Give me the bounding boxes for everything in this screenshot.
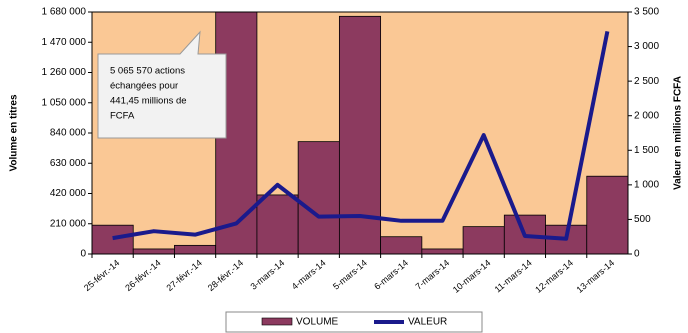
line — [112, 30, 610, 241]
bar — [92, 224, 134, 254]
bar — [380, 236, 423, 254]
y-tick-label: 1 680 000 — [42, 7, 87, 18]
y-axis-label: Volume en titres — [9, 94, 20, 171]
bar — [132, 248, 175, 254]
y-tick-label: 210 000 — [50, 218, 87, 229]
plot-frame — [91, 11, 629, 255]
annotation: 441,45 millions de — [110, 96, 187, 107]
x-tick-label: 12-mars-14 — [533, 258, 575, 295]
y2-tick-label: 2 000 — [634, 110, 659, 121]
bar — [586, 175, 628, 254]
x-tick-label: 27-févr.-14 — [164, 258, 203, 293]
bar — [297, 141, 340, 254]
y2-tick-label: 2 500 — [634, 76, 659, 87]
y2-axis-label: Valeur en millions FCFA — [673, 76, 684, 190]
y-tick-label: 420 000 — [50, 188, 87, 199]
x-tick-label: 6-mars-14 — [372, 258, 410, 292]
x-tick-label: 10-mars-14 — [451, 258, 493, 295]
x-tick-label: 4-mars-14 — [290, 258, 328, 292]
x-tick-label: 11-mars-14 — [493, 258, 534, 295]
y-tick-label: 630 000 — [50, 158, 87, 169]
callout — [97, 30, 227, 139]
bar — [174, 244, 217, 254]
annotation: échangées pour — [110, 81, 178, 92]
x-tick-label: 28-févr.-14 — [206, 258, 245, 293]
annotation: 5 065 570 actions — [110, 66, 185, 77]
legend-label: VALEUR — [408, 317, 447, 328]
bar — [462, 226, 505, 254]
x-tick-label: 5-mars-14 — [331, 258, 369, 292]
y2-tick-label: 1 000 — [634, 179, 659, 190]
x-tick-label: 25-févr.-14 — [82, 258, 121, 293]
y-tick-label: 1 050 000 — [42, 97, 87, 108]
legend-box — [225, 311, 483, 333]
y-tick-label: 1 260 000 — [42, 67, 87, 78]
y-tick-label: 840 000 — [50, 128, 87, 139]
y-tick-label: 1 470 000 — [42, 37, 87, 48]
bar — [256, 194, 299, 254]
legend-label: VOLUME — [296, 317, 339, 328]
y-tick-label: 0 — [80, 249, 86, 260]
x-tick-label: 26-févr.-14 — [123, 258, 162, 293]
y2-tick-label: 0 — [634, 249, 640, 260]
legend-swatch — [261, 317, 293, 326]
y2-tick-label: 3 000 — [634, 41, 659, 52]
y2-tick-label: 500 — [634, 214, 651, 225]
y2-tick-label: 1 500 — [634, 145, 659, 156]
y2-tick-label: 3 500 — [634, 7, 659, 18]
bar — [421, 248, 464, 254]
x-tick-label: 3-mars-14 — [249, 258, 287, 292]
x-tick-label: 13-mars-14 — [575, 258, 617, 295]
x-tick-label: 7-mars-14 — [413, 258, 451, 292]
annotation: FCFA — [110, 111, 135, 122]
